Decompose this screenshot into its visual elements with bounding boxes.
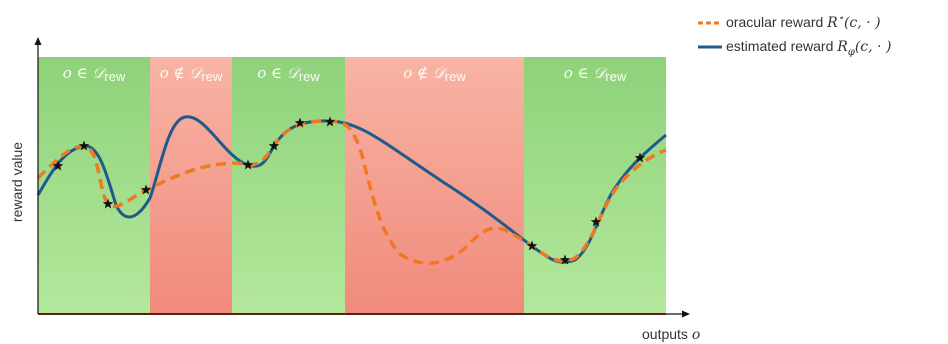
sample-star-11 (590, 216, 602, 227)
region-labels: o ∈ 𝒟rew o ∉ 𝒟rew o ∈ 𝒟rew o ∉ 𝒟rew o ∈ 𝒟rew (63, 64, 627, 84)
oracular-reward-curve (36, 119, 667, 265)
band-label-4: o ∉ 𝒟rew (403, 64, 466, 84)
band-label-3: o ∈ 𝒟rew (257, 64, 320, 84)
sample-star-3 (102, 198, 114, 209)
sample-points (52, 116, 646, 265)
legend-oracle-label: oracular reward R⋆(c, · ) (726, 13, 881, 31)
y-axis-label: reward value (9, 142, 25, 222)
sample-star-10 (559, 254, 571, 265)
sample-star-1 (52, 160, 64, 171)
band-out-2 (150, 57, 232, 314)
band-in-5 (524, 57, 666, 314)
band-label-5: o ∈ 𝒟rew (564, 64, 627, 84)
band-label-2: o ∉ 𝒟rew (160, 64, 223, 84)
sample-star-12 (634, 152, 646, 163)
sample-star-9 (526, 240, 538, 251)
sample-star-6 (268, 140, 280, 151)
y-axis-arrow (34, 37, 42, 45)
band-in-3 (232, 57, 345, 314)
legend-estimated-label: estimated reward Rφ(c, · ) (726, 38, 891, 58)
sample-star-8 (324, 116, 336, 127)
x-axis-label: outputs o (642, 326, 700, 343)
region-bands (38, 57, 666, 314)
sample-star-7 (294, 117, 306, 128)
x-axis-arrow (682, 310, 690, 318)
band-label-1: o ∈ 𝒟rew (63, 64, 126, 84)
legend: oracular reward R⋆(c, · ) estimated rewa… (698, 13, 891, 58)
sample-star-2 (78, 140, 90, 151)
sample-star-5 (242, 159, 254, 170)
band-out-4 (345, 57, 524, 314)
band-in-1 (38, 57, 150, 314)
sample-star-4 (140, 184, 152, 195)
